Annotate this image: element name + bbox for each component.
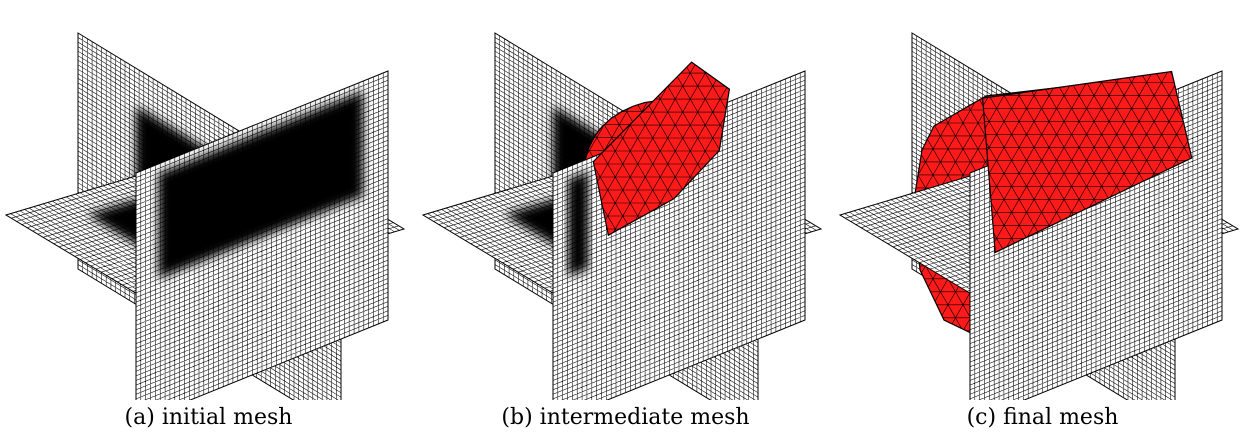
plot-initial-mesh (4, 32, 406, 400)
panel-final-mesh: (c) final mesh (834, 0, 1250, 445)
plot-intermediate-mesh (421, 32, 823, 400)
mesh-intermediate-front (592, 61, 731, 237)
caption-initial-mesh: (a) initial mesh (124, 405, 293, 430)
field-front (158, 91, 363, 279)
field-front (568, 171, 589, 277)
caption-intermediate-mesh: (b) intermediate mesh (501, 405, 750, 430)
plot-final-mesh (838, 32, 1240, 400)
mesh-final-front (981, 70, 1193, 254)
panel-initial-mesh: (a) initial mesh (0, 0, 417, 445)
panel-intermediate-mesh: (b) intermediate mesh (417, 0, 834, 445)
caption-final-mesh: (c) final mesh (966, 405, 1119, 430)
